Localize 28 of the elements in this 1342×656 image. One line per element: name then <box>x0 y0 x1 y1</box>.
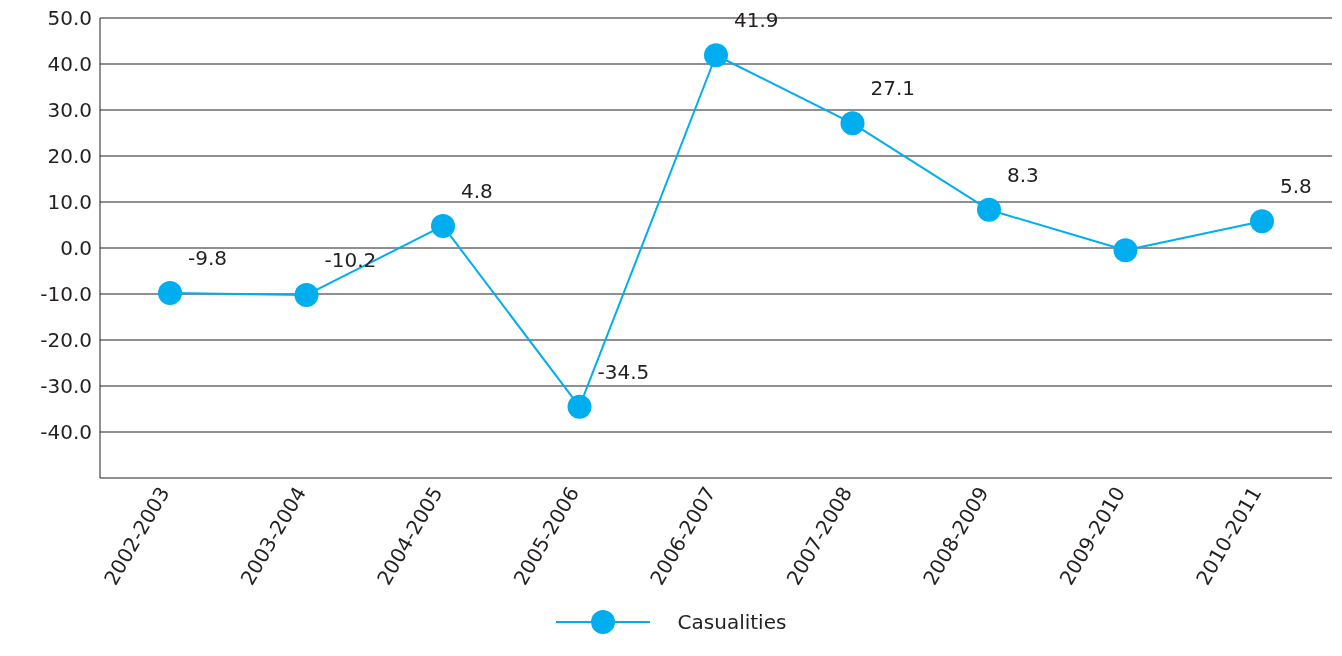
y-tick-label: 20.0 <box>47 144 92 169</box>
data-label: -10.2 <box>324 247 377 272</box>
point <box>704 43 728 68</box>
y-tick-label: -10.0 <box>40 282 92 307</box>
data-label: 41.9 <box>734 8 779 33</box>
y-tick-label: 0.0 <box>60 236 92 261</box>
y-tick-label: 30.0 <box>47 98 92 123</box>
point <box>1250 209 1274 234</box>
y-tick-label: 10.0 <box>47 190 92 215</box>
point <box>158 281 182 306</box>
y-tick-label: -20.0 <box>40 328 92 353</box>
point <box>977 197 1001 222</box>
y-tick-label: 50.0 <box>47 6 92 31</box>
point <box>294 282 319 307</box>
data-label: 5.8 <box>1280 174 1312 199</box>
y-tick-label: -40.0 <box>40 420 92 445</box>
point <box>1113 238 1138 263</box>
data-label: 4.8 <box>461 178 493 203</box>
data-label: -9.8 <box>188 246 228 271</box>
y-tick-label: 40.0 <box>47 52 92 77</box>
point <box>840 111 865 136</box>
point <box>567 394 592 419</box>
data-label: -34.5 <box>597 359 650 384</box>
y-tick-label: -30.0 <box>40 374 92 399</box>
legend-label: Casualities <box>677 610 787 634</box>
data-label: 8.3 <box>1007 162 1039 187</box>
point <box>431 213 455 238</box>
data-label: 27.1 <box>870 76 916 101</box>
